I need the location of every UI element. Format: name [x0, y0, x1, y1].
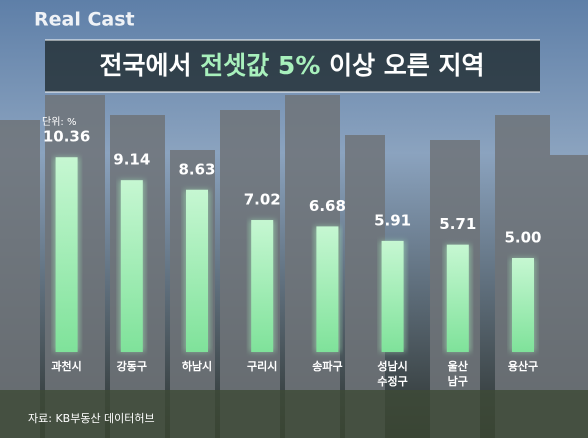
chart-title: 전국에서 전셋값 5% 이상 오른 지역: [99, 51, 484, 80]
logo: Real Cast: [34, 9, 135, 31]
value-label: 5.91: [374, 211, 411, 229]
x-tick-label: 하남시: [182, 359, 212, 373]
source: 자료: KB부동산 데이터허브: [28, 412, 155, 425]
x-tick-label: 과천시: [51, 359, 81, 373]
value-label: 6.68: [309, 197, 346, 215]
unit-label: 단위: %: [42, 115, 76, 128]
bar: [55, 157, 78, 352]
bar: [120, 180, 143, 352]
title-box: [45, 40, 540, 92]
title-part: 이상 오른 지역: [329, 51, 484, 80]
value-label: 8.63: [178, 160, 215, 178]
bar: [186, 189, 208, 352]
buildings: [0, 95, 588, 438]
x-tick-label: 용산구: [508, 359, 538, 373]
trees: [0, 390, 588, 438]
x-tick-label: 강동구: [117, 359, 147, 373]
x-tick-label: 송파구: [312, 359, 342, 373]
value-label: 5.00: [504, 229, 541, 247]
bar: [316, 226, 339, 352]
value-label: 7.02: [244, 191, 281, 209]
x-tick-label: 구리시: [247, 359, 277, 373]
x-tick-label: 울산 남구: [448, 359, 468, 388]
value-label: 5.71: [439, 215, 476, 233]
value-label: 10.36: [43, 128, 90, 146]
x-tick-label: 성남시 수정구: [377, 359, 407, 388]
bar: [381, 240, 404, 352]
bar: [512, 258, 534, 352]
title-highlight: 전셋값 5%: [200, 51, 320, 80]
value-label: 9.14: [113, 151, 150, 169]
bar: [446, 244, 469, 352]
title-part: 전국에서: [99, 51, 191, 80]
bar: [251, 220, 274, 352]
